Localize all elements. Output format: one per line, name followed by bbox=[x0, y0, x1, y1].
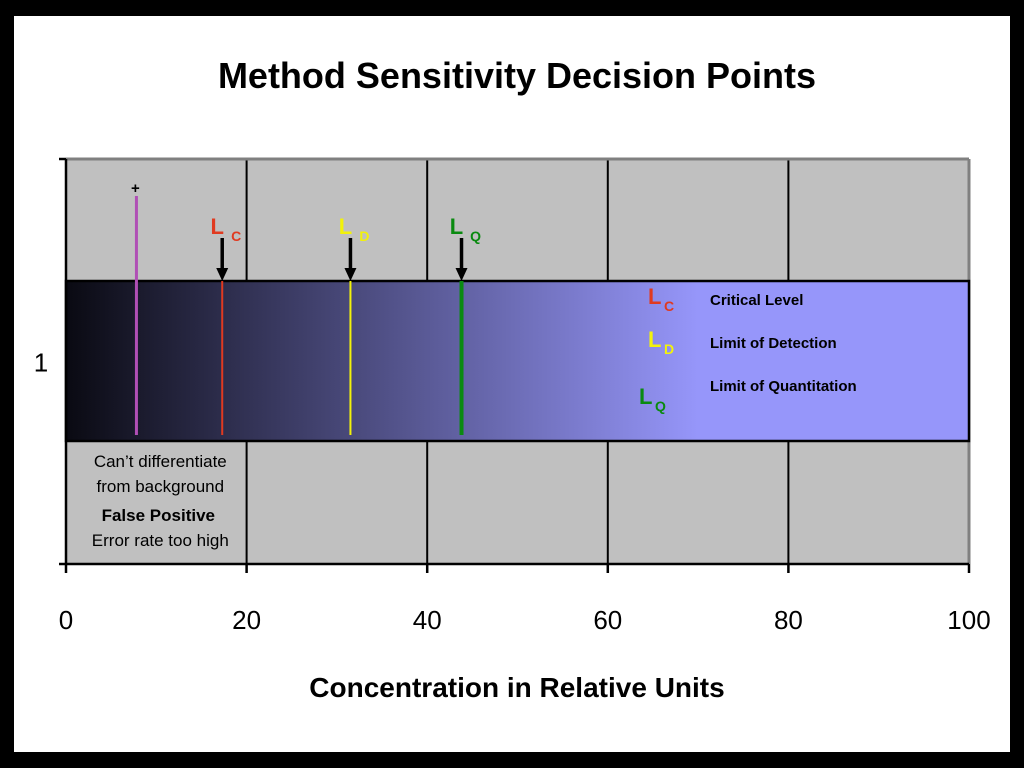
legend-description: Limit of Quantitation bbox=[710, 378, 857, 395]
legend-symbol: L bbox=[648, 284, 661, 309]
marker-arrow-head-lc bbox=[216, 268, 229, 281]
legend-subscript: C bbox=[664, 298, 674, 314]
marker-subscript-lc: C bbox=[231, 228, 241, 244]
chart: Method Sensitivity Decision Points 1 0 20 4… bbox=[34, 55, 991, 703]
annotation-line: Error rate too high bbox=[92, 531, 229, 550]
x-tick-label: 100 bbox=[947, 605, 990, 635]
bar bbox=[64, 279, 971, 443]
legend-symbol: L bbox=[639, 384, 652, 409]
legend-symbol: L bbox=[648, 327, 661, 352]
annotation-line: Can’t differentiate bbox=[94, 452, 227, 471]
marker-symbol-ld: L bbox=[339, 214, 352, 239]
legend-subscript: Q bbox=[655, 398, 666, 414]
x-tick-label: 60 bbox=[593, 605, 622, 635]
chart-title: Method Sensitivity Decision Points bbox=[218, 55, 816, 96]
legend-description: Limit of Detection bbox=[710, 335, 837, 352]
legend-description: Critical Level bbox=[710, 292, 803, 309]
marker-symbol-lq: L bbox=[450, 214, 463, 239]
annotation-line: from background bbox=[97, 477, 225, 496]
x-tick-label: 20 bbox=[232, 605, 261, 635]
slide: Method Sensitivity Decision Points 1 0 20 4… bbox=[14, 16, 1010, 752]
legend-subscript: D bbox=[664, 341, 674, 357]
y-tick-label: 1 bbox=[34, 348, 48, 378]
annotation-false-positive: False Positive bbox=[102, 506, 215, 525]
x-tick-label: 80 bbox=[774, 605, 803, 635]
marker-subscript-lq: Q bbox=[470, 228, 481, 244]
marker-arrow-head-lq bbox=[455, 268, 468, 281]
x-tick-label: 40 bbox=[413, 605, 442, 635]
x-axis-label: Concentration in Relative Units bbox=[309, 672, 724, 703]
marker-label-plus: + bbox=[131, 180, 140, 197]
marker-subscript-ld: D bbox=[359, 228, 369, 244]
marker-arrow-head-ld bbox=[344, 268, 357, 281]
marker-symbol-lc: L bbox=[210, 214, 223, 239]
x-tick-label: 0 bbox=[59, 605, 73, 635]
